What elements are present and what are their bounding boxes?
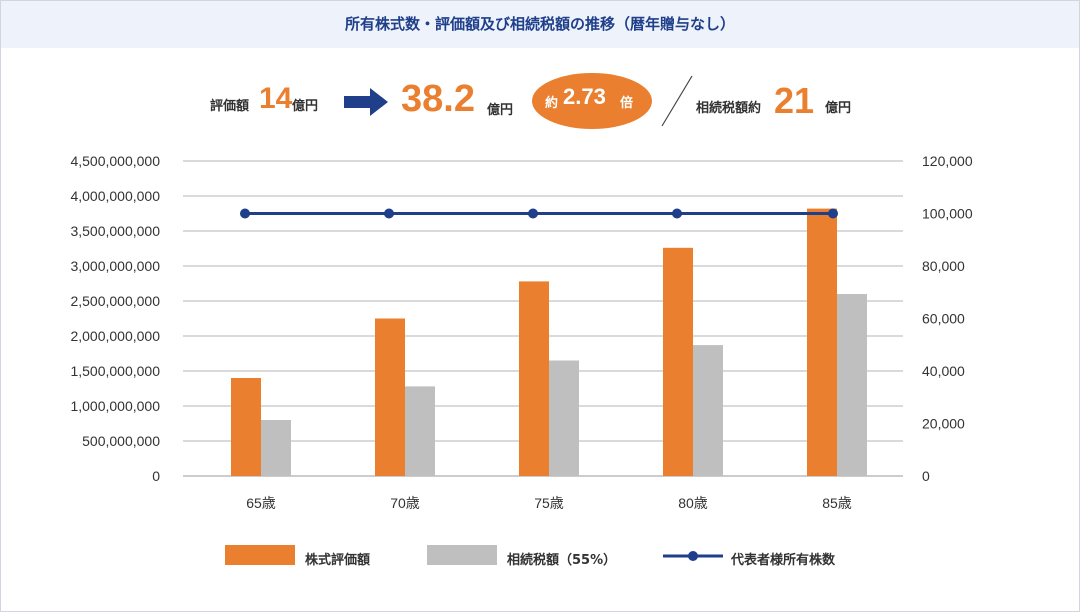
x-tick-label: 70歳 <box>390 495 420 511</box>
x-tick-label: 75歳 <box>534 495 564 511</box>
bar-stock-value <box>375 318 405 476</box>
ratio-prefix: 約 <box>545 96 559 111</box>
y-right-tick-label: 60,000 <box>922 311 965 327</box>
bar-stock-value <box>519 281 549 476</box>
bar-inheritance-tax <box>693 345 723 476</box>
tax-label: 相続税額約 <box>696 101 762 116</box>
chart-title: 所有株式数・評価額及び相続税額の推移（暦年贈与なし） <box>344 15 735 33</box>
bar-inheritance-tax <box>405 386 435 476</box>
tax-unit: 億円 <box>825 101 852 116</box>
valuation-label: 評価額 <box>210 99 250 114</box>
y-right-tick-label: 0 <box>922 468 930 484</box>
tax-value: 21 <box>774 80 815 121</box>
legend-swatch-inheritance-tax <box>427 545 497 565</box>
y-left-tick-label: 3,500,000,000 <box>70 223 160 239</box>
x-tick-label: 85歳 <box>822 495 852 511</box>
legend-label-stock-value: 株式評価額 <box>305 553 371 568</box>
bar-stock-value <box>807 208 837 476</box>
ratio-badge <box>532 73 652 129</box>
y-left-tick-label: 4,000,000,000 <box>70 188 160 204</box>
y-left-tick-label: 1,000,000,000 <box>70 398 160 414</box>
y-right-tick-label: 80,000 <box>922 258 965 274</box>
legend-label-shares: 代表者様所有株数 <box>731 553 836 568</box>
y-right-tick-label: 100,000 <box>922 206 973 222</box>
y-left-tick-label: 500,000,000 <box>82 433 160 449</box>
bar-inheritance-tax <box>261 420 291 476</box>
point-shares <box>672 208 682 219</box>
valuation-from-unit: 億円 <box>292 99 319 114</box>
y-left-tick-label: 2,500,000,000 <box>70 293 160 309</box>
ratio-suffix: 倍 <box>620 96 634 111</box>
point-shares <box>828 208 838 219</box>
title-bar: 所有株式数・評価額及び相続税額の推移（暦年贈与なし） <box>1 1 1079 48</box>
ratio-value: 2.73 <box>563 84 606 109</box>
y-left-tick-label: 0 <box>152 468 160 484</box>
bar-inheritance-tax <box>837 294 867 476</box>
slash-divider <box>661 75 693 127</box>
y-left-tick-label: 4,500,000,000 <box>70 153 160 169</box>
bar-stock-value <box>231 378 261 476</box>
point-shares <box>384 208 394 219</box>
y-right-tick-label: 20,000 <box>922 416 965 432</box>
bar-inheritance-tax <box>549 360 579 476</box>
arrow-right-icon <box>344 88 388 116</box>
legend-swatch-shares-line <box>663 551 723 561</box>
y-right-tick-label: 120,000 <box>922 153 973 169</box>
valuation-to-unit: 億円 <box>487 103 514 118</box>
y-left-tick-label: 1,500,000,000 <box>70 363 160 379</box>
y-left-tick-label: 3,000,000,000 <box>70 258 160 274</box>
valuation-to-value: 38.2 <box>401 78 475 120</box>
legend-swatch-stock-value <box>225 545 295 565</box>
y-left-tick-label: 2,000,000,000 <box>70 328 160 344</box>
point-shares <box>528 208 538 219</box>
bar-stock-value <box>663 247 693 476</box>
legend-label-inheritance-tax: 相続税額（55%） <box>507 553 617 568</box>
x-tick-label: 80歳 <box>678 495 708 511</box>
valuation-from-value: 14 <box>259 82 293 115</box>
y-right-tick-label: 40,000 <box>922 363 965 379</box>
point-shares <box>240 208 250 219</box>
x-tick-label: 65歳 <box>246 495 276 511</box>
